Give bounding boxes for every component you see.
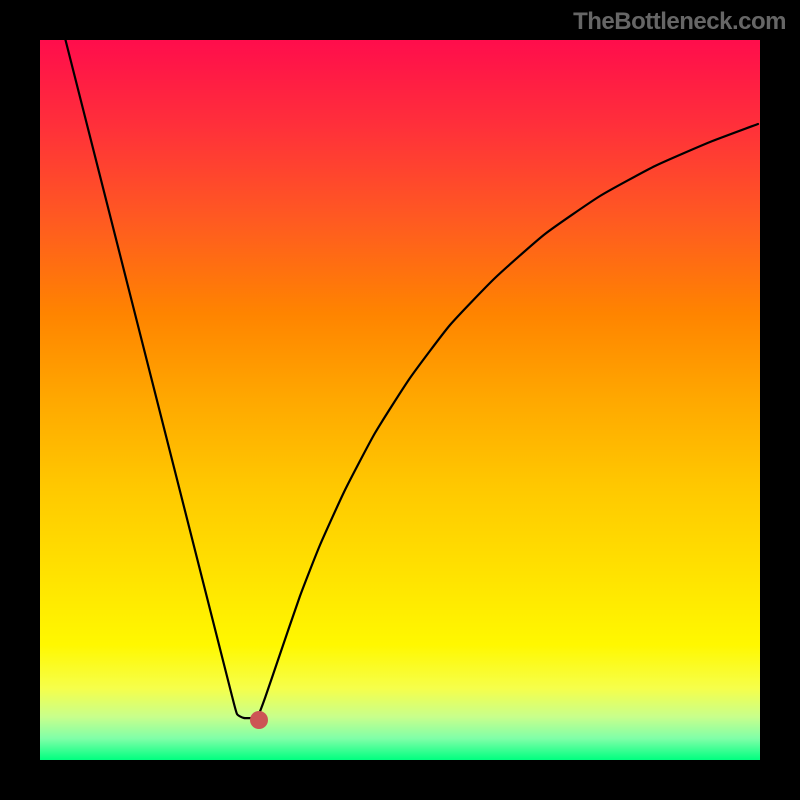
optimal-point-marker xyxy=(250,711,268,729)
watermark-text: TheBottleneck.com xyxy=(573,8,786,36)
plot-gradient xyxy=(40,40,760,760)
chart-container: TheBottleneck.com xyxy=(0,0,800,800)
chart-canvas xyxy=(0,0,800,800)
